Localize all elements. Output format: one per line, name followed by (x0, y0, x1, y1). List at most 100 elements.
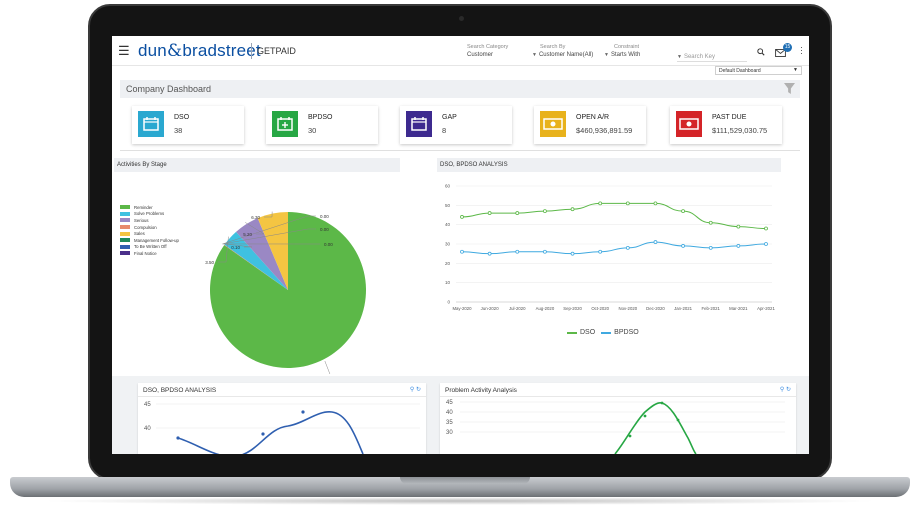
legend-label: Serious (134, 217, 149, 223)
dso-bpdso-card: DSO, BPDSO ANALYSIS ⚲ ↻ 45 40 (138, 383, 426, 454)
data-point (301, 410, 305, 414)
legend-item[interactable]: Management Follow-up (120, 237, 179, 244)
company-dashboard-header: Company Dashboard (120, 80, 800, 98)
kpi-value: $460,936,891.59 (576, 126, 633, 135)
kpi-label: OPEN A/R (576, 114, 610, 121)
product-name: GETPAID (257, 46, 296, 56)
chevron-down-icon: ▼ (604, 52, 609, 58)
y-tick-label: 40 (446, 410, 453, 416)
pie-slice-label: 0.00 (320, 214, 329, 219)
brand-logo[interactable]: dun&bradstreet (138, 41, 261, 61)
mini-line-chart: 45 40 35 30 (446, 400, 785, 454)
pie-slice-label: 0.10 (231, 245, 240, 250)
kpi-card-dso[interactable]: DSO 38 (132, 106, 244, 144)
kpi-card-bpdso[interactable]: BPDSO 30 (266, 106, 378, 144)
legend-swatch (601, 331, 612, 334)
y-tick-label: 20 (445, 261, 451, 266)
y-tick-label: 10 (445, 280, 451, 285)
legend-swatch (120, 218, 130, 223)
pie-slice (236, 218, 288, 290)
legend-label: Reminder (134, 204, 153, 210)
data-point (708, 220, 713, 225)
data-point (764, 242, 768, 246)
chevron-down-icon: ▼ (793, 67, 798, 73)
divider (120, 150, 800, 151)
y-tick-label: 40 (144, 426, 151, 432)
y-tick-label: 0 (447, 300, 450, 305)
legend-item[interactable]: Final Notice (120, 250, 179, 257)
chevron-down-icon: ▼ (532, 52, 537, 58)
brand-dun: dun (138, 41, 167, 60)
search-icon[interactable] (757, 48, 765, 56)
pie-slice (224, 244, 288, 290)
app-screen: ☰ dun&bradstreet GETPAID Search Category… (112, 36, 809, 454)
kpi-card-past-due[interactable]: PAST DUE $111,529,030.75 (670, 106, 782, 144)
card-title: Problem Activity Analysis (445, 387, 517, 394)
notification-badge: 15 (783, 43, 792, 52)
chevron-down-icon: ▼ (677, 54, 682, 60)
legend-label-bpdso[interactable]: BPDSO (614, 329, 639, 336)
more-options-icon[interactable]: · · · (800, 42, 803, 58)
filter-refresh-icon[interactable]: ⚲ ↻ (409, 387, 421, 393)
legend-swatch (120, 211, 130, 216)
data-point (653, 240, 658, 244)
data-point (598, 201, 603, 206)
legend-item[interactable]: Serious (120, 217, 179, 224)
camera (459, 16, 464, 21)
pie-legend: Reminder Solve Problems Serious Compulsi… (120, 204, 179, 257)
data-point (176, 436, 180, 440)
kpi-card-gap[interactable]: GAP 8 (400, 106, 512, 144)
laptop-shadow (40, 497, 880, 505)
dso-panel-title: DSO, BPDSO ANALYSIS (440, 162, 508, 168)
filter-icon[interactable] (784, 83, 795, 94)
legend-swatch (120, 205, 130, 210)
pie-slice (257, 212, 288, 290)
legend-swatch (120, 231, 130, 236)
constraint-value: Starts With (610, 52, 641, 58)
data-point (708, 245, 713, 250)
data-point (736, 244, 741, 248)
series-line (177, 411, 364, 454)
kpi-label: DSO (174, 114, 190, 121)
pie-leader-line (264, 211, 273, 218)
legend-swatch (120, 238, 130, 243)
search-by-label: Search By (540, 44, 566, 50)
legend-item[interactable]: Compulsion (120, 224, 179, 231)
search-by-select[interactable]: Search By ▼ Customer Name(All) (532, 44, 593, 58)
pie-leader-line (222, 228, 316, 245)
dashboard-select-value: Default Dashboard (719, 68, 761, 74)
y-tick-label: 50 (445, 203, 451, 208)
card-title: DSO, BPDSO ANALYSIS (143, 387, 217, 394)
menu-icon[interactable]: ☰ (118, 43, 130, 58)
x-tick-label: Apr-2021 (757, 306, 775, 311)
search-key-placeholder: Search Key (683, 54, 715, 60)
dashboard-select[interactable]: Default Dashboard ▼ (715, 66, 802, 75)
kpi-card-open-ar[interactable]: OPEN A/R $460,936,891.59 (534, 106, 646, 144)
laptop-notch (400, 477, 530, 484)
constraint-select[interactable]: Constraint ▼ Starts With (604, 44, 640, 58)
data-point (660, 401, 664, 405)
kpi-value: 30 (308, 126, 317, 135)
data-point (681, 244, 685, 248)
data-point (487, 251, 492, 256)
legend-item[interactable]: Solve Problems (120, 211, 179, 218)
calendar-icon (138, 111, 164, 137)
search-by-value: Customer Name(All) (538, 52, 594, 58)
series-line (614, 402, 697, 454)
data-point (625, 201, 630, 206)
data-point (676, 418, 680, 422)
search-key-input[interactable]: ▼ Search Key (677, 54, 747, 62)
legend-swatch (120, 244, 130, 249)
line-chart: 0 10 20 30 40 50 60 May-2020 Jun-2020 Jul-2020 Aug… (445, 184, 775, 312)
filter-refresh-icon[interactable]: ⚲ ↻ (779, 387, 791, 393)
x-tick-label: Oct-2020 (591, 306, 609, 311)
legend-label-dso[interactable]: DSO (580, 329, 596, 336)
search-category-select[interactable]: Search Category Customer (467, 44, 508, 58)
series-line (461, 202, 767, 230)
legend-item[interactable]: Reminder (120, 204, 179, 211)
x-tick-label: Jun-2020 (481, 306, 500, 311)
problem-activity-card: Problem Activity Analysis ⚲ ↻ 45 40 35 30 (440, 383, 796, 454)
legend-item[interactable]: To Be Written Off (120, 244, 179, 251)
legend-item[interactable]: Sales (120, 230, 179, 237)
line-legend: DSO BPDSO (567, 329, 639, 336)
